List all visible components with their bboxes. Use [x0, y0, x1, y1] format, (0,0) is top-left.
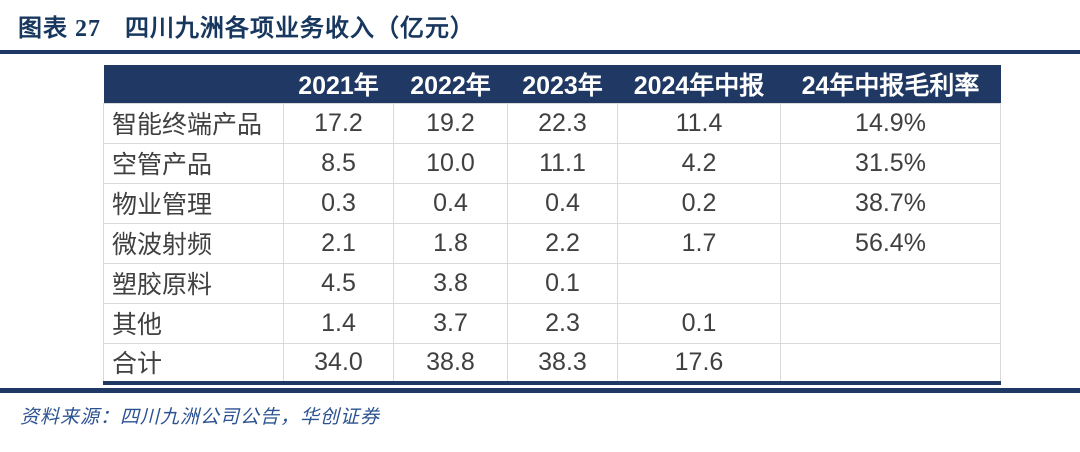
value-cell: 11.1 [507, 142, 618, 184]
figure-title: 图表 27 四川九洲各项业务收入（亿元） [18, 8, 1080, 43]
value-cell: 38.8 [393, 342, 508, 384]
value-cell: 31.5% [780, 142, 1001, 184]
value-cell: 1.7 [617, 222, 781, 264]
value-cell: 3.7 [393, 302, 508, 344]
value-cell: 56.4% [780, 222, 1001, 264]
value-cell: 0.4 [393, 182, 508, 224]
value-cell: 0.3 [283, 182, 394, 224]
value-cell: 2.2 [507, 222, 618, 264]
table-row-plastic-materials: 塑胶原料 4.5 3.8 0.1 [103, 262, 1001, 304]
value-cell: 19.2 [393, 102, 508, 144]
row-label: 智能终端产品 [103, 102, 284, 144]
header-cell-2024h1: 2024年中报 [617, 65, 781, 103]
table-row-other: 其他 1.4 3.7 2.3 0.1 [103, 302, 1001, 344]
value-cell [617, 262, 781, 304]
row-label: 塑胶原料 [103, 262, 284, 304]
value-cell: 1.4 [283, 302, 394, 344]
value-cell: 11.4 [617, 102, 781, 144]
value-cell: 4.5 [283, 262, 394, 304]
revenue-table-container: 2021年 2022年 2023年 2024年中报 24年中报毛利率 智能终端产… [103, 65, 1001, 385]
value-cell: 38.3 [507, 342, 618, 384]
title-divider-rule [0, 50, 1080, 54]
table-header-row: 2021年 2022年 2023年 2024年中报 24年中报毛利率 [103, 65, 1001, 103]
value-cell: 2.3 [507, 302, 618, 344]
row-label: 合计 [103, 342, 284, 384]
table-row-air-traffic: 空管产品 8.5 10.0 11.1 4.2 31.5% [103, 142, 1001, 184]
row-label: 空管产品 [103, 142, 284, 184]
table-row-microwave-rf: 微波射频 2.1 1.8 2.2 1.7 56.4% [103, 222, 1001, 264]
table-row-total: 合计 34.0 38.8 38.3 17.6 [103, 342, 1001, 384]
table-row-property-mgmt: 物业管理 0.3 0.4 0.4 0.2 38.7% [103, 182, 1001, 224]
value-cell: 0.1 [507, 262, 618, 304]
value-cell [780, 342, 1001, 384]
value-cell: 0.4 [507, 182, 618, 224]
value-cell: 0.2 [617, 182, 781, 224]
value-cell: 0.1 [617, 302, 781, 344]
value-cell: 34.0 [283, 342, 394, 384]
footer-divider-rule [0, 388, 1080, 393]
header-cell-2022: 2022年 [393, 65, 508, 103]
header-cell-2021: 2021年 [283, 65, 394, 103]
data-source-note: 资料来源：四川九洲公司公告，华创证券 [20, 407, 381, 428]
header-cell-2023: 2023年 [507, 65, 618, 103]
value-cell [780, 302, 1001, 344]
value-cell: 14.9% [780, 102, 1001, 144]
value-cell [780, 262, 1001, 304]
value-cell: 2.1 [283, 222, 394, 264]
row-label: 物业管理 [103, 182, 284, 224]
header-cell-gross-margin: 24年中报毛利率 [780, 65, 1001, 103]
value-cell: 4.2 [617, 142, 781, 184]
value-cell: 1.8 [393, 222, 508, 264]
figure-title-text: 四川九洲各项业务收入（亿元） [125, 16, 475, 42]
row-label: 微波射频 [103, 222, 284, 264]
row-label: 其他 [103, 302, 284, 344]
value-cell: 22.3 [507, 102, 618, 144]
value-cell: 17.2 [283, 102, 394, 144]
revenue-table: 2021年 2022年 2023年 2024年中报 24年中报毛利率 智能终端产… [103, 65, 1001, 385]
value-cell: 10.0 [393, 142, 508, 184]
value-cell: 38.7% [780, 182, 1001, 224]
table-row-smart-terminal: 智能终端产品 17.2 19.2 22.3 11.4 14.9% [103, 102, 1001, 144]
value-cell: 17.6 [617, 342, 781, 384]
value-cell: 3.8 [393, 262, 508, 304]
value-cell: 8.5 [283, 142, 394, 184]
header-cell-empty [103, 65, 284, 103]
figure-number-label: 图表 27 [18, 16, 101, 42]
